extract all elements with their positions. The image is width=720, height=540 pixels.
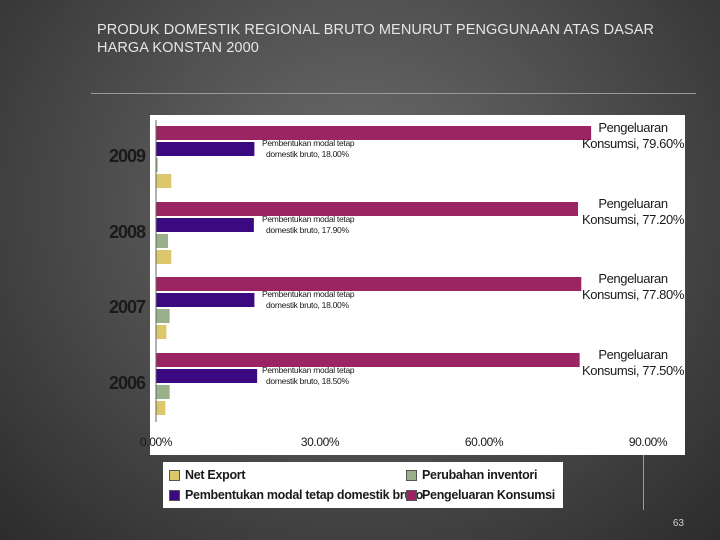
consumption-label-2008-line2: Konsumsi, 77.20% [582, 212, 685, 227]
bar-2007-series-2 [156, 309, 170, 323]
year-label-2006: 2006 [109, 373, 146, 393]
legend-item-modal-tetap: Pembentukan modal tetap domestik bruto [169, 488, 423, 502]
year-label-2009: 2009 [109, 146, 146, 166]
bar-2008-series-0 [156, 202, 579, 216]
bar-2006-series-2 [156, 385, 170, 399]
bar-2007-series-0 [156, 277, 582, 291]
consumption-label-2006-line2: Konsumsi, 77.50% [582, 363, 685, 378]
page-number: 63 [672, 518, 684, 529]
x-tick-label-3: 90.00% [629, 435, 668, 449]
bar-2008-series-2 [156, 234, 169, 248]
legend-swatch-perubahan-inventori [406, 469, 417, 481]
legend-item-net-export: Net Export [169, 468, 246, 482]
legend-item-perubahan-inventori: Perubahan inventori [406, 468, 537, 482]
bar-2009-series-1 [156, 142, 255, 156]
capital-label-2007-line1: Pembentukan modal tetap [262, 289, 355, 299]
capital-label-2009-line1: Pembentukan modal tetap [262, 138, 355, 148]
bar-2007-series-3 [156, 325, 167, 339]
slide-title-line1: PRODUK DOMESTIK REGIONAL BRUTO MENURUT P… [97, 22, 655, 38]
bar-2006-series-3 [156, 401, 166, 415]
x-tick-label-0: 0.00% [140, 435, 173, 449]
consumption-label-2007-line1: Pengeluaran [598, 271, 667, 286]
consumption-label-2009-line2: Konsumsi, 79.60% [582, 136, 685, 151]
bar-2009-series-2 [156, 158, 158, 172]
bar-2008-series-3 [156, 250, 172, 264]
bar-2006-series-1 [156, 369, 258, 383]
legend-swatch-modal-tetap [169, 489, 180, 501]
bar-2009-series-3 [156, 174, 172, 188]
consumption-label-2008-line1: Pengeluaran [598, 196, 667, 211]
frame-line-top [91, 93, 696, 94]
slide-title: PRODUK DOMESTIK REGIONAL BRUTO MENURUT P… [97, 21, 697, 57]
year-label-2007: 2007 [109, 297, 146, 317]
x-tick-label-2: 60.00% [465, 435, 504, 449]
legend-label-pengeluaran-konsumsi: Pengeluaran Konsumsi [422, 488, 555, 502]
legend-swatch-pengeluaran-konsumsi [406, 489, 417, 501]
capital-label-2006-line1: Pembentukan modal tetap [262, 365, 355, 375]
capital-label-2008-line1: Pembentukan modal tetap [262, 214, 355, 224]
capital-label-2009-line2: domestik bruto, 18.00% [266, 149, 349, 159]
legend-label-net-export: Net Export [185, 468, 246, 482]
capital-label-2008-line2: domestik bruto, 17.90% [266, 225, 349, 235]
consumption-label-2006-line1: Pengeluaran [598, 347, 667, 362]
consumption-label-2007-line2: Konsumsi, 77.80% [582, 287, 685, 302]
legend: Net Export Perubahan inventori Pembentuk… [163, 462, 563, 508]
bar-2009-series-0 [156, 126, 592, 140]
legend-item-pengeluaran-konsumsi: Pengeluaran Konsumsi [406, 488, 555, 502]
bar-2007-series-1 [156, 293, 255, 307]
bar-2006-series-0 [156, 353, 580, 367]
frame-line-right [643, 440, 644, 510]
slide-title-line2: HARGA KONSTAN 2000 [97, 40, 259, 56]
legend-label-modal-tetap: Pembentukan modal tetap domestik bruto [185, 488, 423, 502]
capital-label-2007-line2: domestik bruto, 18.00% [266, 300, 349, 310]
capital-label-2006-line2: domestik bruto, 18.50% [266, 376, 349, 386]
bar-2008-series-1 [156, 218, 254, 232]
consumption-label-2009-line1: Pengeluaran [598, 120, 667, 135]
year-label-2008: 2008 [109, 222, 146, 242]
legend-label-perubahan-inventori: Perubahan inventori [422, 468, 538, 482]
x-tick-label-1: 30.00% [301, 435, 340, 449]
legend-swatch-net-export [169, 469, 180, 481]
